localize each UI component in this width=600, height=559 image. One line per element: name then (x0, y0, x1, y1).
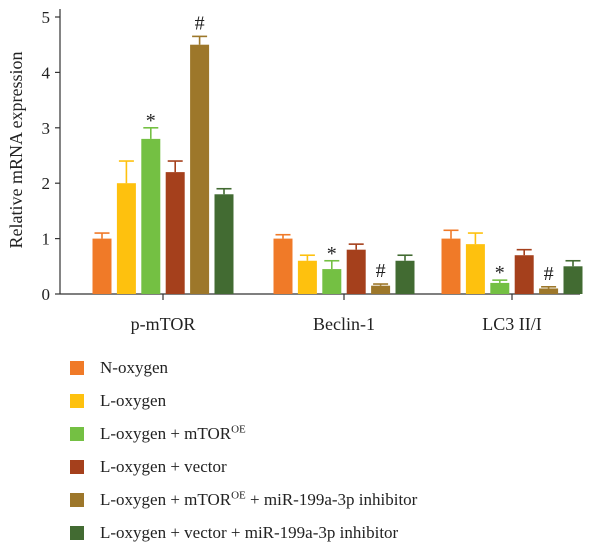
x-category-label: LC3 II/I (482, 314, 541, 334)
legend-label: L-oxygen + mTOROE (100, 423, 246, 443)
y-tick-label: 0 (42, 285, 51, 304)
bar (214, 194, 234, 294)
bar (322, 269, 342, 294)
bar-chart: Relative mRNA expression 0 1 2 3 4 5 p-mTOR Bec… (6, 8, 583, 334)
bar (190, 44, 210, 295)
y-tick-label: 2 (42, 174, 51, 193)
bar (395, 260, 415, 294)
legend-item: L-oxygen + mTOROE (70, 421, 246, 447)
bar (490, 282, 510, 294)
legend-label: N-oxygen (100, 358, 168, 377)
significance-marker: # (195, 12, 205, 34)
significance-marker: * (495, 262, 505, 284)
x-category-label: Beclin-1 (313, 314, 375, 334)
legend-label: L-oxygen + vector (100, 457, 227, 476)
bar (514, 255, 534, 294)
bar (165, 172, 185, 294)
bar (297, 260, 317, 294)
bar (273, 238, 293, 294)
bar (116, 183, 136, 294)
legend-label-superscript: OE (231, 423, 246, 436)
legend-swatch (70, 394, 84, 408)
legend-item: N-oxygen (70, 355, 168, 381)
legend-swatch (70, 361, 84, 375)
legend-label: L-oxygen (100, 391, 167, 410)
y-tick-label: 1 (42, 230, 51, 249)
legend-item: L-oxygen + vector (70, 454, 227, 480)
legend-label: L-oxygen + mTOROE + miR-199a-3p inhibito… (100, 489, 418, 509)
legend-swatch (70, 427, 84, 441)
legend-swatch (70, 493, 84, 507)
bar (441, 238, 461, 294)
legend-label: L-oxygen + vector + miR-199a-3p inhibito… (100, 523, 399, 542)
bar (465, 244, 485, 294)
bar (563, 266, 583, 294)
legend-swatch (70, 460, 84, 474)
y-tick-label: 3 (42, 119, 51, 138)
bar (92, 238, 112, 294)
y-tick-label: 4 (42, 63, 51, 82)
legend-item: L-oxygen + vector + miR-199a-3p inhibito… (70, 520, 398, 546)
bar (371, 285, 391, 294)
legend-item: L-oxygen + mTOROE + miR-199a-3p inhibito… (70, 487, 417, 513)
legend-item: L-oxygen (70, 388, 166, 414)
y-tick-label: 5 (42, 8, 51, 27)
bar (141, 138, 161, 294)
significance-marker: * (146, 110, 156, 132)
bars: * # * # * # (92, 12, 583, 295)
bar (539, 288, 559, 294)
significance-marker: * (327, 243, 337, 265)
bar (346, 249, 366, 294)
x-category-label: p-mTOR (131, 314, 196, 334)
legend-swatch (70, 526, 84, 540)
significance-marker: # (544, 263, 554, 285)
y-axis-label: Relative mRNA expression (6, 52, 26, 249)
legend-label-superscript: OE (231, 489, 246, 502)
significance-marker: # (376, 260, 386, 282)
